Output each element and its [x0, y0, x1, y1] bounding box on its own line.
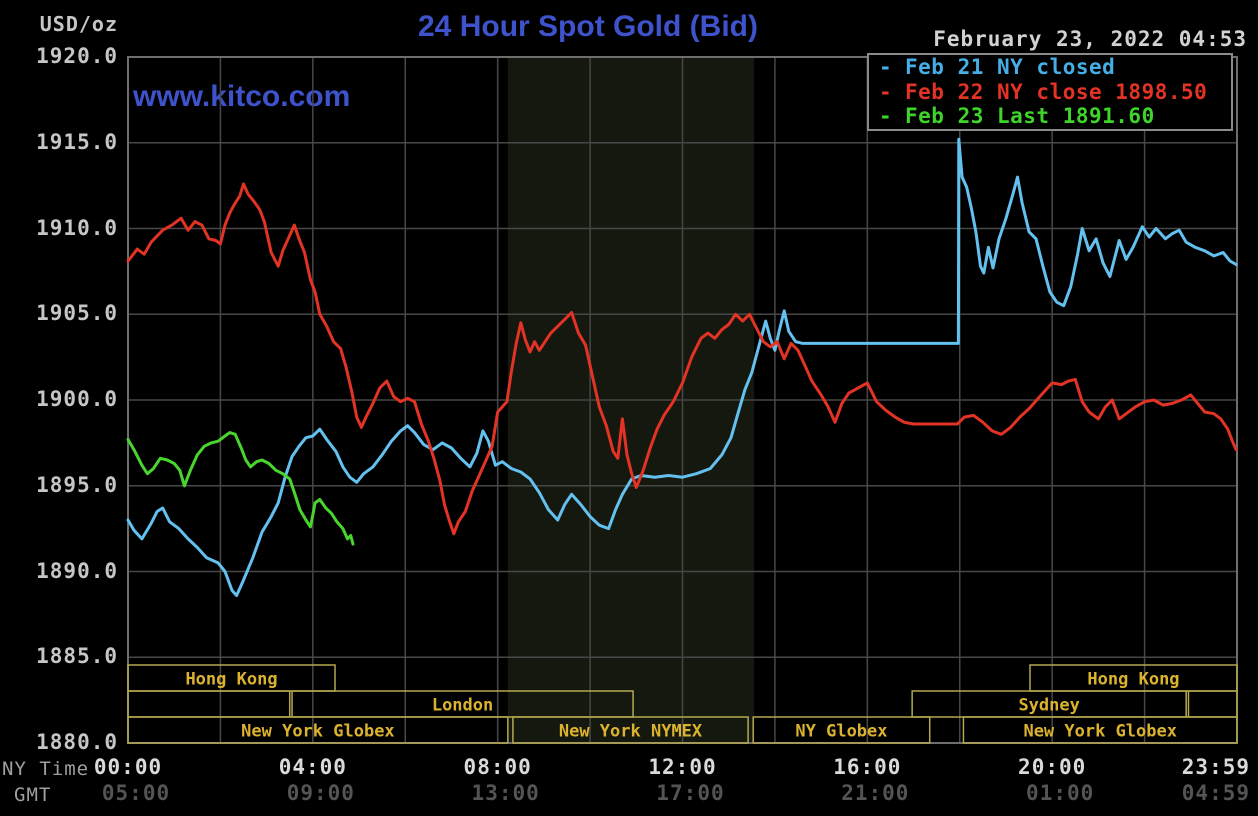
- chart-title: 24 Hour Spot Gold (Bid): [418, 10, 758, 43]
- legend-entry-label: Feb 22 NY close 1898.50: [905, 79, 1208, 104]
- gmt-tick: 13:00: [471, 781, 540, 805]
- y-axis-tick-label: 1920.0: [36, 44, 118, 68]
- gmt-axis-header: GMT: [14, 784, 52, 806]
- ny-time-tick: 23:59: [1181, 755, 1250, 779]
- market-session-boxes: Hong Kong Hong Kong London Sydney New York G…: [127, 664, 1238, 744]
- y-axis-tick-label: 1880.0: [36, 730, 118, 754]
- y-axis-tick-label: 1910.0: [36, 215, 118, 240]
- feb22-line-marker: -: [879, 79, 893, 104]
- ny-time-tick: 08:00: [463, 755, 532, 779]
- series-feb21-line: [126, 137, 1238, 597]
- ny-time-tick: 20:00: [1018, 755, 1087, 779]
- session-box: [127, 690, 291, 718]
- session-box: [512, 716, 749, 744]
- ny-time-tick: 00:00: [93, 755, 163, 779]
- legend-entry-feb23: - Feb 23 Last 1891.60: [869, 104, 1231, 129]
- series-feb22-line: [126, 182, 1238, 536]
- session-label: Hong Kong: [1087, 670, 1179, 690]
- series-feb23-line: [126, 431, 355, 546]
- gmt-tick: 04:59: [1181, 781, 1250, 805]
- y-axis-tick-label: 1905.0: [36, 301, 118, 326]
- feb21-line-marker: -: [879, 55, 893, 80]
- session-label: NY Globex: [795, 722, 887, 742]
- kitco-watermark: www.kitco.com: [133, 80, 351, 113]
- session-label: New York NYMEX: [559, 722, 703, 742]
- legend-entry-label: Feb 21 NY closed: [905, 55, 1116, 80]
- gmt-tick: 21:00: [841, 781, 910, 805]
- chart-timestamp: February 23, 2022 04:53: [933, 27, 1247, 51]
- y-axis-unit-label: USD/oz: [39, 12, 118, 36]
- gmt-tick: 09:00: [286, 781, 355, 805]
- legend-entry-feb22: - Feb 22 NY close 1898.50: [869, 80, 1231, 105]
- session-box: [962, 716, 1238, 744]
- y-axis-tick-label: 1915.0: [36, 129, 118, 154]
- session-label: New York Globex: [1023, 722, 1177, 742]
- legend-entry-label: Feb 23 Last 1891.60: [905, 104, 1155, 129]
- session-label: Sydney: [1018, 696, 1079, 716]
- session-label: Hong Kong: [185, 670, 277, 690]
- session-label: New York Globex: [241, 722, 395, 742]
- session-box: [752, 716, 931, 744]
- gmt-tick: 05:00: [101, 781, 171, 805]
- session-label: London: [432, 696, 493, 716]
- ny-time-tick: 04:00: [278, 755, 347, 779]
- gmt-tick: 17:00: [656, 781, 725, 805]
- legend-box: - Feb 21 NY closed - Feb 22 NY close 189…: [867, 53, 1233, 131]
- y-axis-tick-label: 1895.0: [36, 472, 118, 497]
- feb23-line-marker: -: [879, 104, 893, 129]
- y-axis-tick-label: 1900.0: [36, 387, 118, 411]
- gridlines: [127, 56, 1238, 744]
- y-axis-tick-label: 1885.0: [36, 644, 118, 669]
- session-box: [1187, 690, 1238, 718]
- ny-time-axis-header: NY Time: [2, 758, 90, 780]
- gmt-tick: 01:00: [1026, 781, 1095, 805]
- legend-entry-feb21: - Feb 21 NY closed: [869, 55, 1231, 80]
- y-axis-tick-label: 1890.0: [36, 558, 118, 583]
- session-box: [127, 716, 509, 744]
- ny-time-tick: 12:00: [648, 755, 717, 779]
- ny-time-tick: 16:00: [833, 755, 902, 779]
